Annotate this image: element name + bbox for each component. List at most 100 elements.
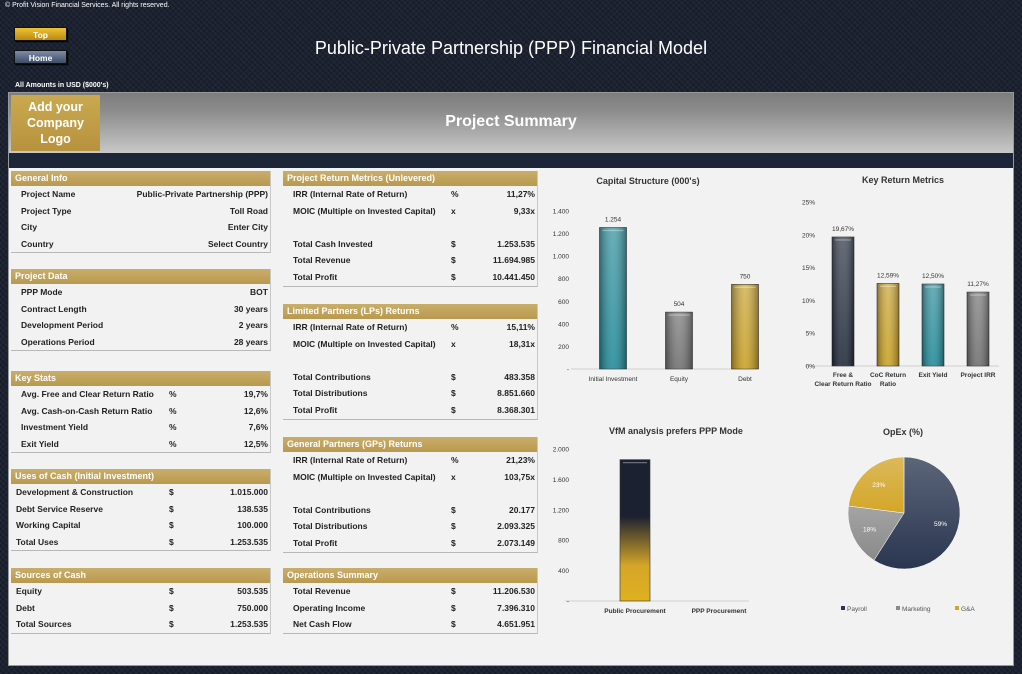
home-button[interactable]: Home: [14, 50, 67, 64]
section-uses-of-cash: Uses of Cash (Initial Investment) Develop…: [11, 469, 271, 552]
row-unit: $: [451, 238, 456, 249]
table-row: Total Distributions $8.851.660: [283, 385, 537, 402]
pie-slice[interactable]: [847, 505, 905, 561]
x-tick-label: Project IRR: [960, 372, 995, 379]
row-value[interactable]: 12,5%: [243, 438, 268, 449]
row-value[interactable]: 21,23%: [506, 455, 535, 465]
table-row: Exit Yield% 12,5%: [11, 436, 270, 453]
pie-slice[interactable]: [848, 456, 905, 514]
row-label: IRR (Internal Rate of Return): [293, 189, 408, 199]
row-label: Total Contributions: [293, 504, 371, 515]
row-value[interactable]: 11,27%: [506, 189, 535, 199]
legend-swatch: [896, 606, 900, 610]
y-tick-label: 400: [558, 568, 569, 575]
row-unit: $: [169, 586, 174, 596]
row-label: Total Distributions: [293, 521, 368, 532]
section-operations-summary: Operations Summary Total Revenue $11.206.5…: [283, 568, 538, 634]
row-value[interactable]: 4.651.951: [497, 619, 535, 630]
row-value[interactable]: 7.396.310: [497, 602, 535, 613]
row-label: IRR (Internal Rate of Return): [293, 455, 408, 465]
y-tick-label: 800: [558, 538, 569, 545]
table-row: PPP Mode BOT: [11, 284, 270, 301]
row-value[interactable]: 103,75x: [504, 471, 535, 482]
table-row: Investment Yield% 7,6%: [11, 419, 270, 436]
section-title: General Partners (GPs) Returns: [283, 437, 537, 452]
row-unit: $: [169, 602, 174, 613]
row-value[interactable]: 8.368.301: [497, 404, 535, 415]
row-value[interactable]: 2 years: [238, 320, 268, 331]
row-value[interactable]: 1.253.535: [230, 619, 268, 630]
row-unit: $: [451, 255, 456, 266]
pie-slice[interactable]: [873, 456, 961, 570]
row-value[interactable]: 7,6%: [248, 422, 268, 433]
row-value[interactable]: 28 years: [233, 336, 268, 347]
row-unit: $: [451, 586, 456, 596]
row-value[interactable]: BOT: [250, 287, 268, 297]
section-gp-returns: General Partners (GPs) Returns IRR (Inter…: [283, 437, 538, 553]
row-value[interactable]: 9,33x: [513, 205, 535, 216]
section-sources-of-cash: Sources of Cash Equity $503.535 Debt $750.00…: [11, 568, 271, 634]
row-value[interactable]: Select Country: [208, 238, 268, 249]
row-value[interactable]: Enter City: [227, 222, 268, 233]
row-value[interactable]: Toll Road: [229, 205, 268, 216]
row-unit: $: [451, 521, 456, 532]
section-title: Sources of Cash: [11, 568, 270, 583]
x-tick-label: Initial Investment: [589, 376, 638, 383]
row-value[interactable]: 10.441.450: [492, 271, 535, 282]
row-value[interactable]: 750.000: [237, 602, 268, 613]
row-value[interactable]: 1.253.535: [497, 238, 535, 249]
x-tick-label: Free &: [833, 372, 854, 379]
row-value[interactable]: 20.177: [509, 504, 535, 515]
row-value[interactable]: 15,11%: [506, 322, 535, 332]
row-value[interactable]: 1.253.535: [230, 536, 268, 547]
row-label: MOIC (Multiple on Invested Capital): [293, 471, 436, 482]
row-label: Development & Construction: [16, 487, 134, 497]
row-unit: x: [451, 205, 456, 216]
section-project-return-metrics: Project Return Metrics (Unlevered) IRR (I…: [283, 171, 538, 287]
bar-shade: [877, 283, 899, 366]
row-value[interactable]: 18,31x: [509, 338, 535, 349]
copyright-text: © Profit Vision Financial Services. All …: [5, 2, 170, 9]
row-value[interactable]: 30 years: [233, 303, 268, 314]
section-title: Uses of Cash (Initial Investment): [11, 469, 270, 484]
table-row: Country Select Country: [11, 236, 270, 253]
row-label: Exit Yield: [21, 438, 59, 449]
row-value[interactable]: 2.073.149: [497, 537, 535, 548]
bar-shade: [922, 284, 944, 366]
row-value[interactable]: 1.015.000: [230, 487, 268, 497]
row-unit: $: [451, 537, 456, 548]
header-band: [9, 153, 1013, 168]
row-value[interactable]: 12,6%: [243, 405, 268, 416]
row-value[interactable]: 483.358: [504, 371, 535, 382]
table-row: Development & Construction $1.015.000: [11, 484, 270, 501]
bar-shade: [599, 227, 627, 369]
table-row: Project Type Toll Road: [11, 203, 270, 220]
row-unit: $: [451, 619, 456, 630]
row-value[interactable]: 11.694.985: [492, 255, 535, 266]
legend-swatch: [841, 606, 845, 610]
row-value[interactable]: Public-Private Partnership (PPP): [136, 189, 268, 199]
row-value[interactable]: 11.206.530: [492, 586, 535, 596]
section-title: Operations Summary: [283, 568, 537, 583]
table-row: Total Revenue $11.206.530: [283, 583, 537, 600]
row-value[interactable]: 8.851.660: [497, 388, 535, 399]
row-value[interactable]: 19,7%: [243, 389, 268, 399]
y-tick-label: 800: [558, 276, 569, 283]
row-label: Operations Period: [21, 336, 95, 347]
row-unit: $: [451, 371, 456, 382]
row-label: Total Revenue: [293, 255, 351, 266]
row-label: Debt: [16, 602, 35, 613]
y-tick-label: 2.000: [553, 447, 570, 454]
y-tick-label: 10%: [802, 298, 815, 305]
row-value[interactable]: 503.535: [237, 586, 268, 596]
chart-title: OpEx (%): [883, 427, 923, 437]
row-value[interactable]: 100.000: [237, 520, 268, 531]
top-button[interactable]: Top: [14, 27, 67, 41]
row-value[interactable]: 138.535: [237, 503, 268, 514]
bar[interactable]: [619, 459, 651, 602]
row-unit: $: [169, 487, 174, 497]
company-logo-placeholder[interactable]: Add your Company Logo: [11, 95, 100, 151]
row-value[interactable]: 2.093.325: [497, 521, 535, 532]
row-label: Project Name: [21, 189, 76, 199]
table-row: Total Uses $1.253.535: [11, 534, 270, 551]
